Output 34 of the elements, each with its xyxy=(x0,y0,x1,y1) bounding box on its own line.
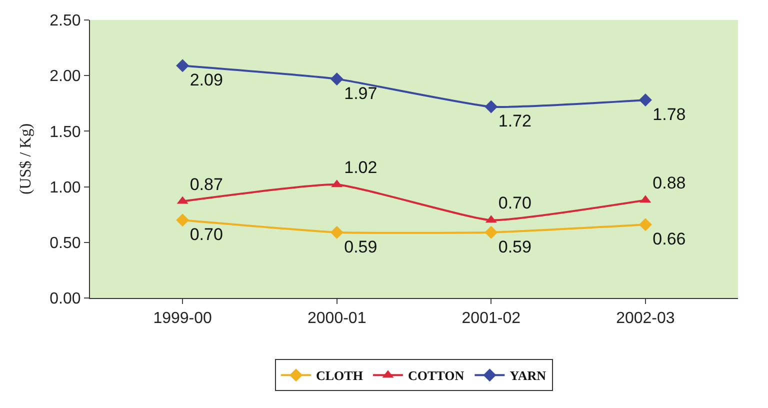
y-tick-label: 2.00 xyxy=(50,68,81,86)
legend-label: COTTON xyxy=(408,368,465,384)
y-axis-title: (US$ / Kg) xyxy=(18,123,35,195)
point xyxy=(330,72,344,86)
legend-label: CLOTH xyxy=(316,368,363,384)
data-label: 0.59 xyxy=(344,237,378,256)
data-label: 1.78 xyxy=(652,105,686,124)
data-label: 1.72 xyxy=(498,112,532,131)
data-label: 0.59 xyxy=(498,237,532,256)
point xyxy=(176,59,190,72)
y-tick-label: 0.50 xyxy=(50,235,81,252)
data-label: 1.97 xyxy=(344,84,378,103)
data-label: 0.70 xyxy=(498,194,532,213)
y-tick-label: 1.00 xyxy=(50,179,81,196)
point xyxy=(330,226,344,239)
data-label: 2.09 xyxy=(190,70,223,90)
data-label: 1.02 xyxy=(344,158,378,178)
x-tick-label: 2000-01 xyxy=(308,310,366,328)
data-label: 0.88 xyxy=(652,174,686,193)
x-tick-label: 2002-03 xyxy=(616,310,675,328)
point xyxy=(638,94,652,107)
x-tick-label: 1999-00 xyxy=(153,310,212,328)
data-label: 0.87 xyxy=(190,174,223,194)
data-label: 0.70 xyxy=(190,225,223,244)
point xyxy=(176,214,190,227)
data-label: 0.66 xyxy=(652,230,686,249)
legend-label: YARN xyxy=(510,368,547,384)
x-tick-label: 2001-02 xyxy=(462,310,521,328)
y-tick-label: 1.50 xyxy=(50,124,81,141)
y-tick-label: 2.50 xyxy=(50,12,81,30)
y-tick-label: 0.00 xyxy=(50,290,81,308)
point xyxy=(484,226,498,239)
point xyxy=(484,100,498,114)
point xyxy=(638,218,652,232)
